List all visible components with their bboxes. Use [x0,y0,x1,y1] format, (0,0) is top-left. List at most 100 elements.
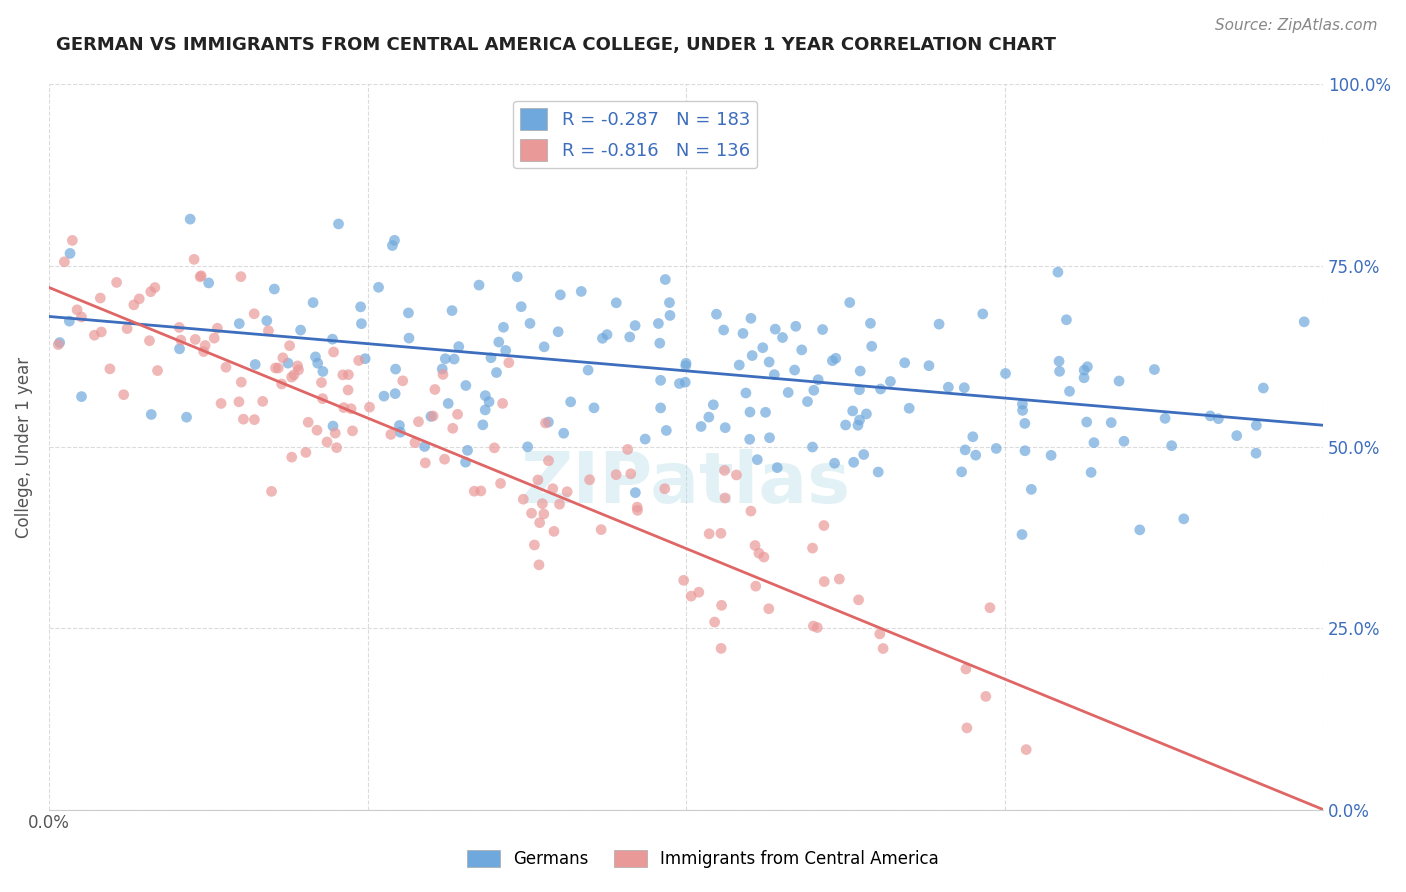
Point [311,376,333,390]
Point [311,392,333,406]
Point [752,550,775,565]
Point [714,420,737,434]
Point [869,382,891,396]
Point [763,368,786,382]
Point [422,409,444,423]
Point [824,456,846,470]
Point [758,431,780,445]
Point [66,302,89,317]
Point [697,410,720,425]
Point [1049,364,1071,378]
Point [245,358,267,372]
Point [1073,371,1095,385]
Point [1076,415,1098,429]
Point [1011,397,1033,411]
Text: Source: ZipAtlas.com: Source: ZipAtlas.com [1215,18,1378,33]
Point [413,440,436,454]
Point [616,442,638,457]
Point [141,408,163,422]
Point [938,380,960,394]
Point [209,396,232,410]
Point [337,383,360,397]
Point [323,426,346,441]
Point [478,394,501,409]
Legend: R = -0.287   N = 183, R = -0.816   N = 136: R = -0.287 N = 183, R = -0.816 N = 136 [513,101,758,169]
Point [322,345,344,359]
Point [183,252,205,267]
Point [277,356,299,370]
Point [231,375,253,389]
Point [381,238,404,252]
Point [105,276,128,290]
Point [1108,374,1130,388]
Point [495,343,517,358]
Point [190,268,212,283]
Point [547,325,569,339]
Point [170,333,193,347]
Point [596,327,619,342]
Point [529,516,551,530]
Point [710,526,733,541]
Point [70,310,93,324]
Point [228,317,250,331]
Point [491,396,513,410]
Point [950,465,973,479]
Point [1014,443,1036,458]
Point [741,349,763,363]
Point [673,376,696,390]
Point [688,585,710,599]
Point [785,319,807,334]
Point [471,417,494,432]
Point [848,413,870,427]
Point [398,331,420,345]
Point [332,401,354,415]
Point [811,322,834,336]
Point [859,316,882,330]
Point [485,366,508,380]
Point [512,492,534,507]
Point [860,339,883,353]
Point [555,484,578,499]
Point [928,317,950,331]
Point [389,425,412,440]
Point [801,541,824,555]
Point [53,255,76,269]
Point [350,317,373,331]
Point [169,342,191,356]
Point [537,453,560,467]
Point [735,386,758,401]
Point [384,233,406,247]
Point [321,332,343,346]
Point [447,340,470,354]
Point [728,358,751,372]
Point [869,627,891,641]
Point [434,351,457,366]
Point [846,418,869,433]
Point [143,280,166,294]
Point [267,361,290,376]
Point [312,364,335,378]
Point [560,395,582,409]
Point [59,246,82,260]
Point [176,410,198,425]
Point [420,409,443,424]
Point [179,212,201,227]
Point [994,367,1017,381]
Point [582,401,605,415]
Point [672,574,695,588]
Point [1246,418,1268,433]
Point [725,467,748,482]
Point [302,295,325,310]
Point [347,353,370,368]
Point [553,426,575,441]
Point [744,539,766,553]
Point [624,318,647,333]
Point [432,368,454,382]
Point [879,375,901,389]
Point [215,360,238,375]
Point [328,217,350,231]
Point [855,407,877,421]
Point [60,234,83,248]
Point [1080,466,1102,480]
Point [893,356,915,370]
